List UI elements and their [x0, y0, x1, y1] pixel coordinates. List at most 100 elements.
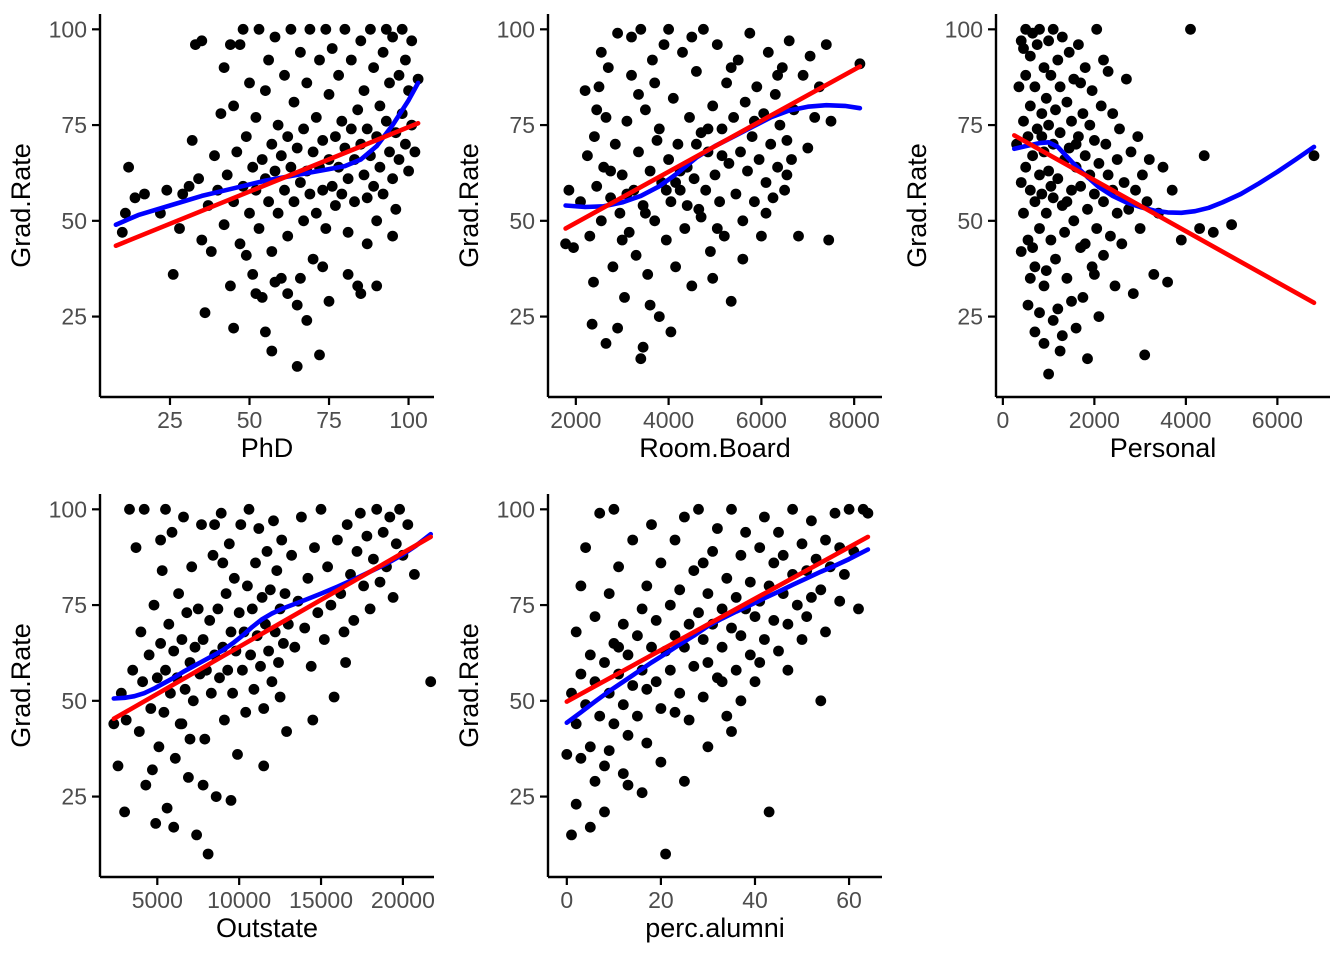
data-point — [129, 192, 141, 204]
data-point — [315, 503, 327, 515]
data-point — [1034, 307, 1045, 319]
data-point — [174, 223, 185, 234]
data-point — [614, 207, 626, 219]
data-point — [670, 261, 681, 273]
data-point — [626, 31, 637, 43]
x-axis-title: perc.alumni — [645, 913, 785, 943]
data-point — [783, 35, 795, 47]
data-point — [1095, 100, 1107, 112]
data-point — [186, 135, 198, 146]
data-point — [1093, 311, 1105, 322]
data-point — [584, 649, 596, 661]
data-point — [116, 226, 128, 238]
data-point — [1066, 295, 1077, 307]
data-point — [196, 35, 208, 47]
data-point — [155, 534, 167, 546]
data-point — [339, 23, 351, 35]
data-point — [1134, 223, 1146, 234]
data-point — [179, 683, 191, 695]
data-point — [669, 534, 681, 546]
data-point — [253, 223, 265, 234]
data-point — [575, 668, 587, 680]
data-point — [305, 660, 317, 672]
plot-phd: 25 50 75 100 25 50 75 100 PhD Grad.Rate — [0, 0, 448, 480]
data-point — [245, 649, 256, 661]
data-point — [563, 184, 575, 196]
data-point — [644, 299, 656, 311]
data-point — [623, 226, 635, 238]
data-point — [721, 710, 733, 722]
data-point — [266, 676, 278, 688]
data-point — [1226, 219, 1237, 231]
data-point — [829, 507, 841, 519]
data-point — [168, 645, 180, 657]
loess-smooth-line — [113, 80, 421, 227]
data-point — [387, 230, 398, 242]
data-point — [1029, 261, 1041, 273]
y-axis-title: Grad.Rate — [454, 623, 484, 748]
data-point — [1079, 238, 1091, 250]
data-point — [1091, 223, 1103, 234]
data-point — [261, 546, 273, 557]
data-point — [1079, 62, 1091, 73]
data-point — [688, 173, 700, 185]
data-point — [266, 138, 278, 150]
data-point — [613, 641, 624, 653]
data-point — [272, 207, 284, 219]
data-point — [1194, 223, 1205, 234]
plot-room-board: 2000 4000 6000 8000 25 50 75 100 Room.Board Grad.… — [448, 0, 896, 480]
data-point — [1040, 207, 1052, 219]
data-point — [616, 169, 628, 181]
y-tick-label: 75 — [61, 112, 87, 138]
data-point — [218, 219, 230, 231]
data-point — [718, 230, 730, 242]
data-point — [630, 249, 642, 261]
data-point — [269, 165, 281, 177]
data-point — [621, 115, 633, 127]
data-point — [570, 718, 582, 730]
data-point — [820, 626, 831, 638]
data-point — [633, 146, 644, 158]
data-point — [612, 322, 623, 334]
data-point — [1038, 62, 1050, 73]
data-point — [1132, 131, 1144, 143]
data-point — [1061, 96, 1073, 108]
data-point — [355, 35, 367, 47]
data-point — [716, 123, 728, 135]
data-point — [806, 592, 817, 603]
data-point — [735, 695, 747, 707]
data-point — [295, 46, 306, 58]
data-point — [317, 261, 329, 273]
data-point — [310, 112, 322, 123]
data-point — [737, 253, 749, 265]
data-point — [377, 526, 389, 538]
data-point — [168, 821, 180, 833]
data-point — [160, 503, 171, 515]
data-point — [622, 779, 634, 791]
data-point — [1034, 23, 1045, 35]
data-point — [1045, 234, 1057, 246]
linear-fit-line — [1012, 133, 1317, 306]
data-point — [240, 706, 252, 718]
data-point — [740, 526, 751, 538]
data-point — [683, 618, 695, 630]
data-point — [588, 276, 599, 288]
data-point — [600, 338, 612, 349]
data-point — [834, 595, 846, 607]
y-tick-label: 50 — [61, 688, 87, 714]
y-tick-label: 50 — [957, 208, 983, 234]
data-point — [228, 322, 240, 334]
x-tick-label: 6000 — [736, 407, 787, 433]
data-point — [815, 584, 827, 596]
data-point — [570, 626, 582, 638]
data-point — [123, 161, 134, 173]
x-axis-title: Room.Board — [639, 433, 791, 463]
data-point — [304, 188, 316, 200]
y-tick-label: 100 — [497, 16, 535, 42]
data-point — [291, 361, 303, 372]
data-point — [711, 223, 723, 234]
data-point — [330, 200, 341, 211]
data-point — [140, 779, 152, 791]
data-point — [247, 269, 259, 280]
data-point — [374, 100, 386, 112]
